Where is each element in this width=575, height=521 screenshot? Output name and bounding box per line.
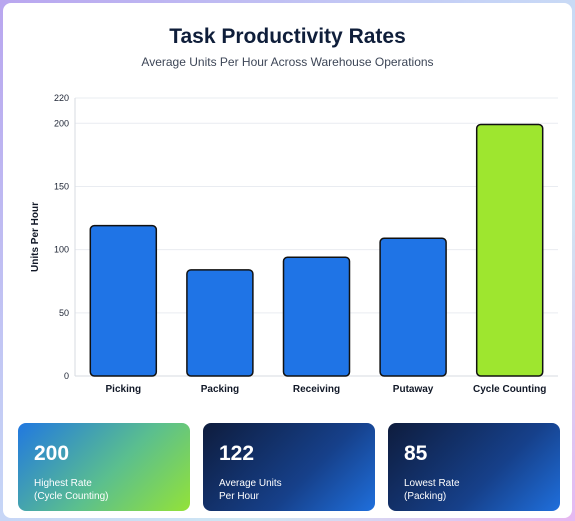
bar <box>282 256 351 377</box>
stat-label: Lowest Rate (Packing) <box>404 478 460 502</box>
x-tick-label: Cycle Counting <box>473 384 546 395</box>
y-tick-label: 200 <box>54 118 69 128</box>
y-tick-label: 100 <box>54 245 69 255</box>
chart-card: Task Productivity Rates Average Units Pe… <box>3 3 572 518</box>
stat-value: 85 <box>404 442 428 465</box>
stat-value: 122 <box>219 442 255 465</box>
y-tick-label: 150 <box>54 181 69 191</box>
chart-title: Task Productivity Rates <box>169 25 406 48</box>
x-tick-label: Packing <box>201 384 239 395</box>
bar-chart: 0 50 100 150 200 220 Units Per Hour Picking Pack… <box>30 93 558 395</box>
bar <box>379 237 447 377</box>
x-tick-label: Receiving <box>293 384 340 395</box>
y-tick-label: 0 <box>64 371 69 381</box>
y-tick-label: 50 <box>59 308 69 318</box>
stat-label: Highest Rate (Cycle Counting) <box>34 478 109 502</box>
x-tick-label: Picking <box>106 384 142 395</box>
y-axis-title: Units Per Hour <box>30 202 41 272</box>
x-tick-label: Putaway <box>393 384 434 395</box>
chart-subtitle: Average Units Per Hour Across Warehouse … <box>141 55 434 69</box>
stat-label: Average Units Per Hour <box>219 478 282 502</box>
stat-card-average: 122 Average Units Per Hour <box>203 423 375 511</box>
bar <box>186 269 254 377</box>
stat-card-highest: 200 Highest Rate (Cycle Counting) <box>18 423 190 511</box>
y-tick-label: 220 <box>54 93 69 103</box>
bar <box>89 224 158 377</box>
stat-card-lowest: 85 Lowest Rate (Packing) <box>388 423 560 511</box>
bar <box>475 123 544 377</box>
stat-value: 200 <box>34 442 70 465</box>
